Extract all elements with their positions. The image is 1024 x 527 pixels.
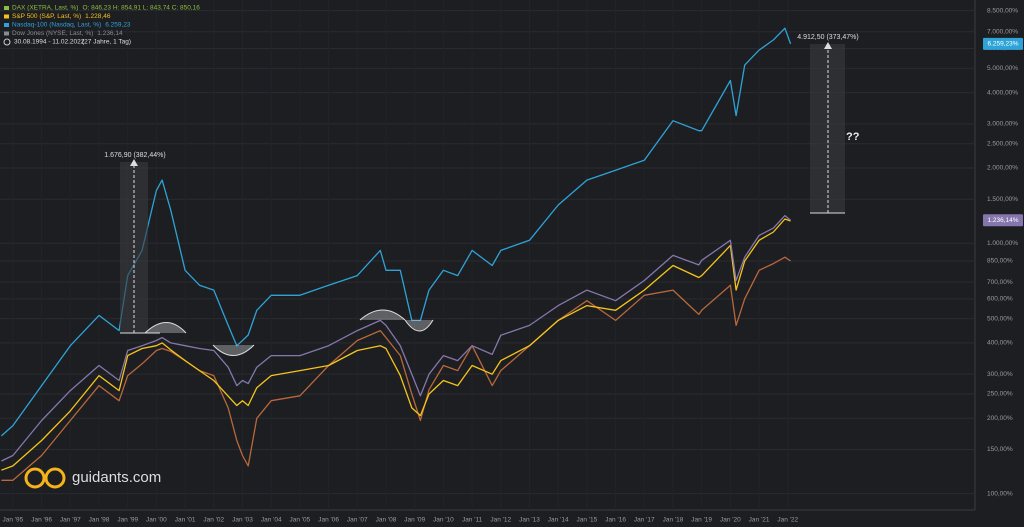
annotation-question: ?? bbox=[846, 131, 860, 143]
y-tick-label: 400,00% bbox=[987, 340, 1013, 347]
lines bbox=[0, 27, 792, 481]
x-tick-label: Jan '99 bbox=[117, 517, 138, 524]
last-value-box bbox=[983, 37, 1023, 50]
period: 30.08.1994 - 11.02.2022 bbox=[14, 39, 85, 46]
top-arc bbox=[359, 309, 406, 321]
annotation-label: 4.912,50 (373,47%) bbox=[797, 34, 859, 41]
x-tick-label: Jan '09 bbox=[404, 517, 425, 524]
series-line bbox=[1, 256, 791, 481]
x-tick-label: Jan '00 bbox=[146, 517, 167, 524]
y-tick-label: 1.500,00% bbox=[987, 196, 1018, 203]
x-tick-label: Jan '17 bbox=[634, 517, 655, 524]
brand-name: guidants.com bbox=[72, 469, 161, 486]
x-tick-label: Jan '18 bbox=[663, 517, 684, 524]
y-tick-label: 1.000,00% bbox=[987, 240, 1018, 247]
legend-value: 1.228,46 bbox=[85, 13, 111, 20]
x-tick-label: Jan '20 bbox=[720, 517, 741, 524]
legend-name: Dow Jones (NYSE, Last, %) bbox=[12, 30, 93, 37]
brand-logo bbox=[24, 467, 66, 489]
x-tick-label: Jan '01 bbox=[175, 517, 196, 524]
x-tick-label: Jan '22 bbox=[777, 517, 798, 524]
last-value-box bbox=[983, 214, 1023, 227]
x-tick-label: Jan '08 bbox=[376, 517, 397, 524]
y-tick-label: 250,00% bbox=[987, 391, 1013, 398]
x-tick-label: Jan '10 bbox=[433, 517, 454, 524]
y-tick-label: 300,00% bbox=[987, 371, 1013, 378]
top-arc bbox=[144, 322, 187, 334]
x-tick-label: Jan '96 bbox=[31, 517, 52, 524]
bottom-arc bbox=[212, 344, 255, 356]
clock-icon bbox=[3, 38, 11, 46]
legend-value: O: 846,23 H: 854,91 L: 843,74 C: 850,16 bbox=[82, 5, 200, 12]
series-line bbox=[1, 214, 792, 462]
x-tick-label: Jan '05 bbox=[290, 517, 311, 524]
legend-value: 1.236,14 bbox=[97, 30, 123, 37]
legend: DAX (XETRA, Last, %) O: 846,23 H: 854,91 … bbox=[4, 5, 200, 37]
x-tick-label: Jan '95 bbox=[3, 517, 24, 524]
series-line bbox=[0, 27, 792, 437]
x-tick-label: Jan '21 bbox=[749, 517, 770, 524]
x-tick-label: Jan '16 bbox=[605, 517, 626, 524]
x-tick-label: Jan '04 bbox=[261, 517, 282, 524]
x-tick-label: Jan '13 bbox=[519, 517, 540, 524]
bottom-arc bbox=[404, 319, 434, 332]
x-tick-label: Jan '06 bbox=[318, 517, 339, 524]
x-tick-label: Jan '03 bbox=[232, 517, 253, 524]
legend-swatch bbox=[4, 14, 9, 19]
y-tick-label: 200,00% bbox=[987, 415, 1013, 422]
y-tick-label: 3.000,00% bbox=[987, 121, 1018, 128]
y-tick-label: 850,00% bbox=[987, 258, 1013, 265]
y-tick-label: 100,00% bbox=[987, 490, 1013, 497]
y-tick-label: 700,00% bbox=[987, 279, 1013, 286]
y-tick-label: 500,00% bbox=[987, 315, 1013, 322]
y-tick-label: 7.000,00% bbox=[987, 28, 1018, 35]
y-tick-label: 2.000,00% bbox=[987, 165, 1018, 172]
y-tick-label: 4.000,00% bbox=[987, 89, 1018, 96]
x-tick-label: Jan '15 bbox=[576, 517, 597, 524]
legend-swatch bbox=[4, 31, 9, 36]
annotation-arrowhead bbox=[130, 159, 138, 166]
annotation-label: 1.676,90 (382,44%) bbox=[104, 152, 166, 159]
legend-value: 6.259,23 bbox=[105, 22, 131, 29]
series-line bbox=[1, 218, 791, 471]
y-tick-label: 150,00% bbox=[987, 446, 1013, 453]
last-value-label: 1.236,14% bbox=[987, 217, 1018, 224]
x-tick-label: Jan '14 bbox=[548, 517, 569, 524]
y-tick-label: 8.500,00% bbox=[987, 7, 1018, 14]
x-tick-label: Jan '12 bbox=[490, 517, 511, 524]
last-value-label: 6.259,23% bbox=[987, 41, 1018, 48]
y-tick-label: 600,00% bbox=[987, 296, 1013, 303]
x-tick-label: Jan '02 bbox=[203, 517, 224, 524]
annotation-arrowhead bbox=[824, 42, 832, 49]
x-tick-label: Jan '19 bbox=[691, 517, 712, 524]
legend-name: Nasdaq-100 (Nasdaq, Last, %) bbox=[12, 22, 101, 29]
legend-name: DAX (XETRA, Last, %) bbox=[12, 5, 78, 12]
y-tick-label: 5.000,00% bbox=[987, 65, 1018, 72]
period-length: (27 Jahre, 1 Tag) bbox=[82, 39, 131, 46]
legend-swatch bbox=[4, 23, 9, 27]
y-tick-label: 2.500,00% bbox=[987, 140, 1018, 147]
x-tick-label: Jan '07 bbox=[347, 517, 368, 524]
x-tick-label: Jan '11 bbox=[462, 517, 483, 524]
x-tick-label: Jan '98 bbox=[89, 517, 110, 524]
x-tick-label: Jan '97 bbox=[60, 517, 81, 524]
legend-name: S&P 500 (S&P, Last, %) bbox=[12, 13, 81, 20]
legend-swatch bbox=[4, 6, 9, 10]
